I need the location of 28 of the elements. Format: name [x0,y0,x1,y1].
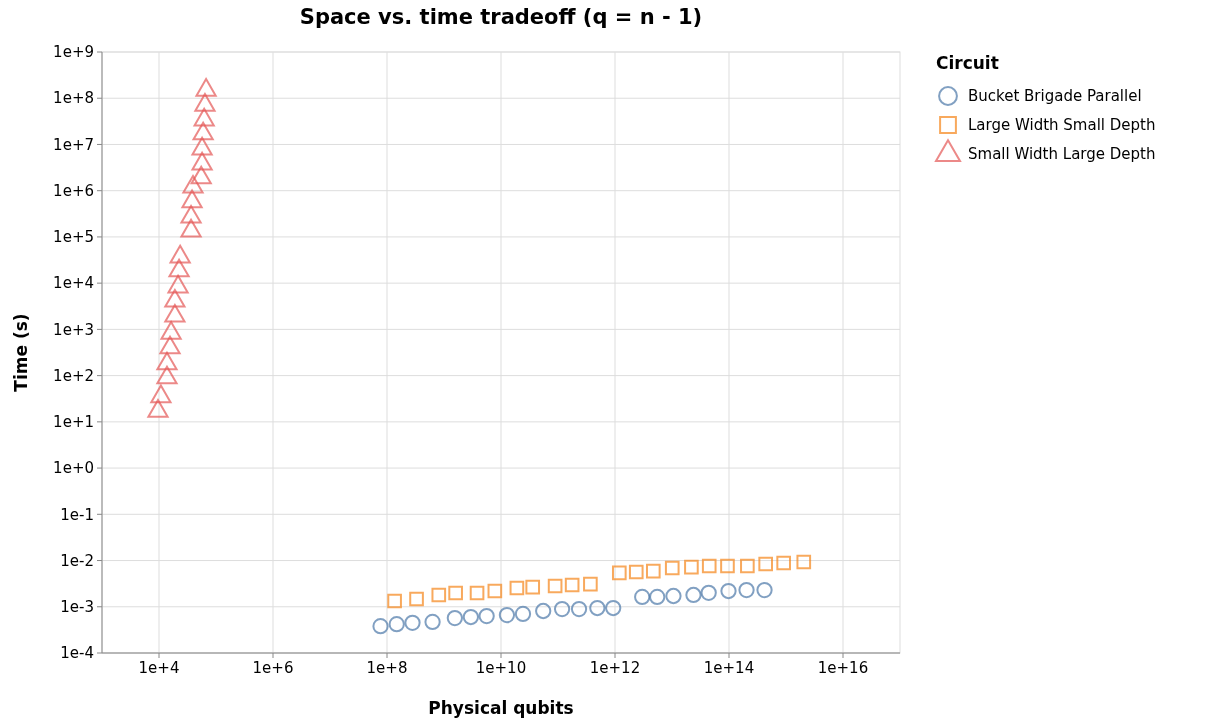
y-tick-label: 1e+4 [53,274,94,293]
legend-title: Circuit [936,53,999,73]
y-tick-label: 1e+8 [53,89,94,108]
y-tick-label: 1e-4 [60,644,94,663]
legend-label: Bucket Brigade Parallel [968,87,1142,106]
chart-title: Space vs. time tradeoff (q = n - 1) [299,5,703,29]
y-tick-label: 1e+1 [53,413,94,432]
y-tick-label: 1e-3 [60,598,94,617]
y-tick-label: 1e+9 [53,43,94,62]
y-axis-title: Time (s) [11,313,31,392]
x-tick-label: 1e+8 [366,659,408,677]
y-tick-label: 1e+7 [53,135,94,154]
y-tick-label: 1e+2 [53,366,94,385]
x-tick-label: 1e+16 [817,659,869,677]
x-axis-title: Physical qubits [428,698,574,718]
x-tick-label: 1e+14 [703,659,755,677]
x-tick-label: 1e+12 [589,659,641,677]
y-tick-label: 1e-1 [60,505,94,524]
y-tick-label: 1e-2 [60,551,94,570]
y-tick-label: 1e+0 [53,459,94,478]
legend-label: Small Width Large Depth [968,145,1156,164]
x-tick-label: 1e+10 [475,659,527,677]
y-tick-label: 1e+6 [53,181,94,200]
x-tick-label: 1e+4 [138,659,180,677]
y-tick-label: 1e+5 [53,228,94,247]
legend-label: Large Width Small Depth [968,116,1156,135]
x-tick-label: 1e+6 [252,659,294,677]
y-tick-label: 1e+3 [53,320,94,339]
